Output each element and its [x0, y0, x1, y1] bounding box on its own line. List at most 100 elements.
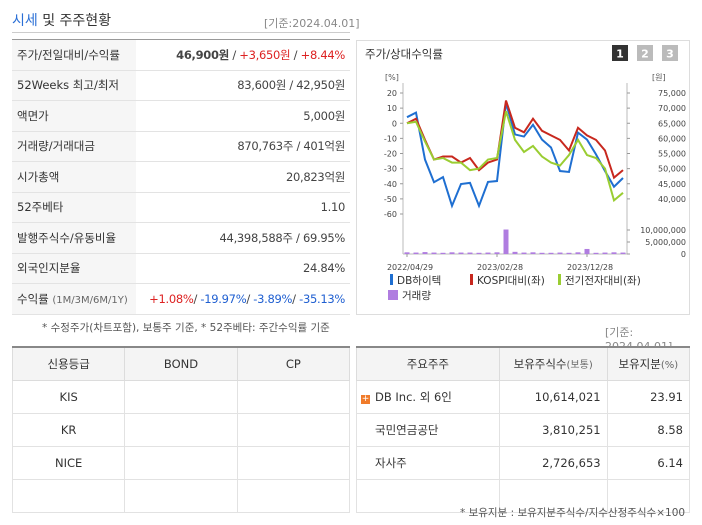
tab-label: 1	[616, 48, 624, 61]
row-value: 870,763주 / 401억원	[136, 131, 350, 162]
legend-swatch	[558, 274, 561, 285]
quote-row: 52Weeks 최고/최저 83,600원 / 42,950원	[12, 70, 350, 101]
holder-row	[356, 479, 691, 513]
tab-button[interactable]	[637, 45, 653, 61]
y-tick-label: 10	[387, 104, 397, 113]
row-value: 24.84%	[136, 253, 350, 284]
y-tick-label: -50	[384, 195, 397, 204]
y-tick-label: 0	[392, 119, 397, 128]
volume-bar	[467, 252, 473, 254]
header: 보유지분	[618, 357, 661, 371]
quote-row: 발행주식수/유동비율 44,398,588주 / 69.95%	[12, 222, 350, 254]
divider	[12, 32, 350, 33]
divider	[12, 39, 350, 40]
volume-tick-label: 10,000,000	[640, 226, 686, 235]
x-tick-label: 2023/02/28	[477, 263, 523, 272]
tab-button[interactable]	[662, 45, 678, 61]
volume-bar	[440, 252, 446, 254]
legend-swatch	[390, 274, 393, 285]
value: +1.08%	[149, 291, 194, 306]
value: -19.97%	[200, 291, 247, 306]
row-value: 83,600원 / 42,950원	[136, 70, 350, 101]
cell-text: 2,726,653	[542, 456, 601, 470]
header-cell: 주요주주	[356, 346, 500, 381]
section-title: 시세 및 주주현황	[12, 10, 111, 30]
series-line	[406, 110, 624, 203]
header-row: 신용등급 BOND CP	[11, 346, 351, 381]
cell: 2,726,653	[498, 446, 608, 480]
value: /	[228, 47, 240, 62]
chart-frame	[356, 40, 690, 315]
y-unit: [%]	[385, 73, 399, 82]
cell	[498, 479, 608, 513]
quote-table: 주가/전일대비/수익률 46,900원 / +3,650원 / +8.44% 52W…	[12, 40, 350, 315]
credit-row	[11, 479, 351, 513]
volume-bar	[539, 252, 545, 254]
volume-bar	[602, 252, 608, 254]
header-row: 주요주주 보유주식수(보통) 보유지분(%)	[356, 346, 691, 381]
volume-bar	[476, 252, 482, 254]
base-date: [기준:2024.04.01]	[264, 17, 360, 30]
volume-bar	[611, 252, 617, 254]
header-sub: (%)	[660, 360, 679, 371]
header-cell: 보유지분(%)	[606, 346, 691, 381]
tab-label: 3	[666, 48, 674, 61]
credit-row: KIS	[11, 380, 351, 414]
value: 1.10	[320, 200, 346, 215]
y-tick-label: -30	[384, 165, 397, 174]
header: 보유주식수	[513, 357, 567, 371]
legend-label: 전기전자대비(좌)	[565, 275, 641, 287]
value: /	[246, 291, 254, 306]
label: 수익률	[17, 291, 49, 306]
title-highlight: 시세	[12, 13, 38, 29]
quote-row: 주가/전일대비/수익률 46,900원 / +3,650원 / +8.44%	[12, 40, 350, 71]
quote-row: 수익률 (1M/3M/6M/1Y) +1.08%/ -19.97%/ -3.89%…	[12, 283, 350, 315]
holder-table: 주요주주 보유주식수(보통) 보유지분(%) + DB Inc. 외 6인 10,614,…	[356, 346, 691, 513]
label: 액면가	[17, 108, 49, 123]
holder-note: * 보유지분 : 보유지분주식수/지수산정주식수×100	[460, 507, 686, 519]
quote-row: 외국인지분율 24.84%	[12, 253, 350, 284]
quote-row: 액면가 5,000원	[12, 100, 350, 132]
title: 및 주주현황	[42, 13, 112, 29]
label: 외국인지분율	[17, 261, 81, 276]
label: 거래량/거래대금	[17, 139, 95, 154]
cell	[124, 380, 238, 414]
tab-button[interactable]	[612, 45, 628, 61]
cell: 6.14	[606, 446, 691, 480]
value: 46,900원	[176, 47, 229, 62]
value: 870,763주 / 401억원	[237, 139, 345, 154]
series-line	[406, 102, 624, 209]
cell-text: 국민연금공단	[375, 423, 439, 437]
holder-row: 국민연금공단 3,810,251 8.58	[356, 413, 691, 447]
volume-bar	[404, 252, 410, 254]
header-cell: CP	[236, 346, 351, 381]
label: 주가/전일대비/수익률	[17, 47, 120, 62]
quote-row: 52주베타 1.10	[12, 192, 350, 223]
header-sub: (보통)	[566, 360, 593, 371]
cell-text: 3,810,251	[542, 423, 601, 437]
cell	[236, 479, 351, 513]
row-label: 시가총액	[12, 161, 136, 193]
cell	[11, 479, 126, 513]
x-tick-label: 2023/12/28	[567, 263, 613, 272]
volume-bar	[593, 252, 599, 254]
y2-tick-label: 65,000	[658, 119, 686, 128]
volume-bar	[557, 252, 563, 254]
volume-bar	[413, 252, 419, 254]
cell: 8.58	[606, 413, 691, 447]
row-value: +1.08%/ -19.97%/ -3.89%/ -35.13%	[136, 283, 350, 315]
volume-bar	[548, 252, 554, 254]
volume-bar	[575, 252, 581, 254]
credit-row: KR	[11, 413, 351, 447]
y-tick-label: 20	[387, 89, 397, 98]
cell-text: 8.58	[657, 423, 683, 437]
row-label: 52Weeks 최고/최저	[12, 70, 136, 101]
label: 52주베타	[17, 200, 64, 215]
volume-tick-label: 5,000,000	[645, 238, 686, 247]
row-label: 52주베타	[12, 192, 136, 223]
legend-swatch	[470, 274, 473, 285]
holder-row: + DB Inc. 외 6인 10,614,021 23.91	[356, 380, 691, 414]
volume-bar	[620, 252, 626, 254]
cell	[124, 446, 238, 480]
